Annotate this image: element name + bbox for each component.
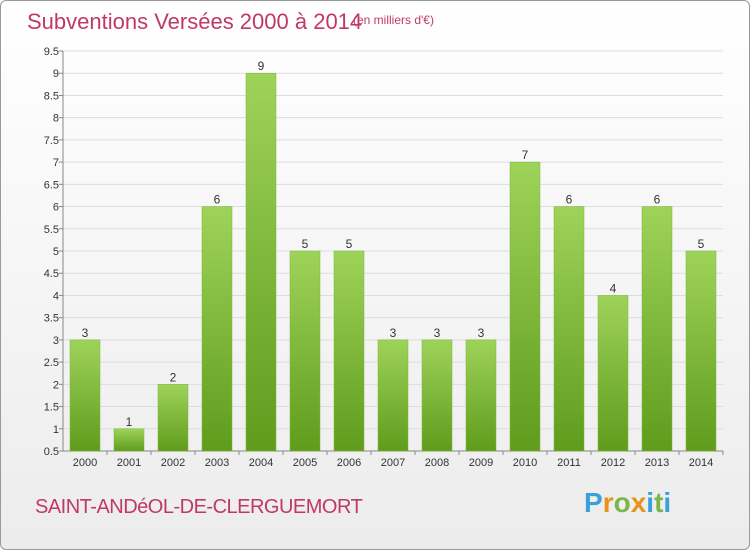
bar-2009[interactable] xyxy=(465,339,497,452)
bar-2002[interactable] xyxy=(157,384,189,452)
bar-2010[interactable] xyxy=(509,161,541,452)
bar-2007[interactable] xyxy=(377,339,409,452)
data-label-2009: 3 xyxy=(478,326,485,340)
x-tick-label-2005: 2005 xyxy=(293,457,317,469)
y-tick-label: 1.5 xyxy=(44,402,59,414)
data-label-2011: 6 xyxy=(566,193,573,207)
data-label-2004: 9 xyxy=(258,59,265,73)
logo-letter: i xyxy=(663,487,672,518)
data-label-2006: 5 xyxy=(346,237,353,251)
x-tick-label-2003: 2003 xyxy=(205,457,229,469)
data-label-2005: 5 xyxy=(302,237,309,251)
data-label-2013: 6 xyxy=(654,193,661,207)
chart-title: Subventions Versées 2000 à 2014 xyxy=(27,9,363,34)
y-tick-label: 2 xyxy=(53,379,59,391)
chart-subtitle: (en milliers d'€) xyxy=(353,13,434,27)
bar-2012[interactable] xyxy=(597,295,629,452)
logo-letter: P xyxy=(584,487,603,518)
x-tick-label-2000: 2000 xyxy=(73,457,97,469)
y-tick-label: 3.5 xyxy=(44,313,59,325)
data-label-2003: 6 xyxy=(214,193,221,207)
x-tick-label-2012: 2012 xyxy=(601,457,625,469)
x-tick-label-2002: 2002 xyxy=(161,457,185,469)
data-label-2001: 1 xyxy=(126,415,133,429)
y-tick-label: 3 xyxy=(53,335,59,347)
data-label-2007: 3 xyxy=(390,326,397,340)
bar-2011[interactable] xyxy=(553,206,585,452)
y-tick-label: 7.5 xyxy=(44,135,59,147)
proxiti-logo[interactable]: Proxiti xyxy=(584,487,671,519)
x-tick-label-2013: 2013 xyxy=(645,457,669,469)
y-tick-label: 8 xyxy=(53,113,59,125)
data-label-2002: 2 xyxy=(170,370,177,384)
bar-2008[interactable] xyxy=(421,339,453,452)
x-tick-label-2009: 2009 xyxy=(469,457,493,469)
data-label-2014: 5 xyxy=(698,237,705,251)
bar-2006[interactable] xyxy=(333,250,365,452)
y-tick-label: 2.5 xyxy=(44,357,59,369)
data-label-2000: 3 xyxy=(82,326,89,340)
x-tick-label-2001: 2001 xyxy=(117,457,141,469)
y-tick-label: 9.5 xyxy=(44,46,59,58)
y-tick-label: 0.5 xyxy=(44,446,59,458)
x-tick-label-2006: 2006 xyxy=(337,457,361,469)
logo-letter: o xyxy=(613,487,631,518)
y-tick-label: 5.5 xyxy=(44,224,59,236)
x-tick-label-2004: 2004 xyxy=(249,457,273,469)
y-tick-label: 9 xyxy=(53,68,59,80)
y-tick-label: 5 xyxy=(53,246,59,258)
y-tick-label: 6.5 xyxy=(44,179,59,191)
y-tick-label: 6 xyxy=(53,202,59,214)
logo-letter: t xyxy=(654,487,664,518)
bar-2005[interactable] xyxy=(289,250,321,452)
y-tick-label: 7 xyxy=(53,157,59,169)
bar-2003[interactable] xyxy=(201,206,233,452)
commune-name: SAINT-ANDéOL-DE-CLERGUEMORT xyxy=(35,496,363,518)
x-tick-label-2008: 2008 xyxy=(425,457,449,469)
bar-2000[interactable] xyxy=(69,339,101,452)
logo-letter: x xyxy=(630,487,647,518)
data-label-2010: 7 xyxy=(522,148,529,162)
bar-2004[interactable] xyxy=(245,72,277,452)
x-tick-label-2007: 2007 xyxy=(381,457,405,469)
y-tick-label: 4 xyxy=(53,290,59,302)
bar-2001[interactable] xyxy=(113,428,145,452)
logo-letter: r xyxy=(602,487,614,518)
y-tick-label: 4.5 xyxy=(44,268,59,280)
data-label-2008: 3 xyxy=(434,326,441,340)
bar-2014[interactable] xyxy=(685,250,717,452)
y-tick-label: 1 xyxy=(53,424,59,436)
x-tick-label-2014: 2014 xyxy=(689,457,713,469)
logo-letter: i xyxy=(646,487,655,518)
data-label-2012: 4 xyxy=(610,281,617,295)
x-tick-label-2011: 2011 xyxy=(557,457,581,469)
bar-2013[interactable] xyxy=(641,206,673,452)
y-tick-label: 8.5 xyxy=(44,90,59,102)
x-tick-label-2010: 2010 xyxy=(513,457,537,469)
